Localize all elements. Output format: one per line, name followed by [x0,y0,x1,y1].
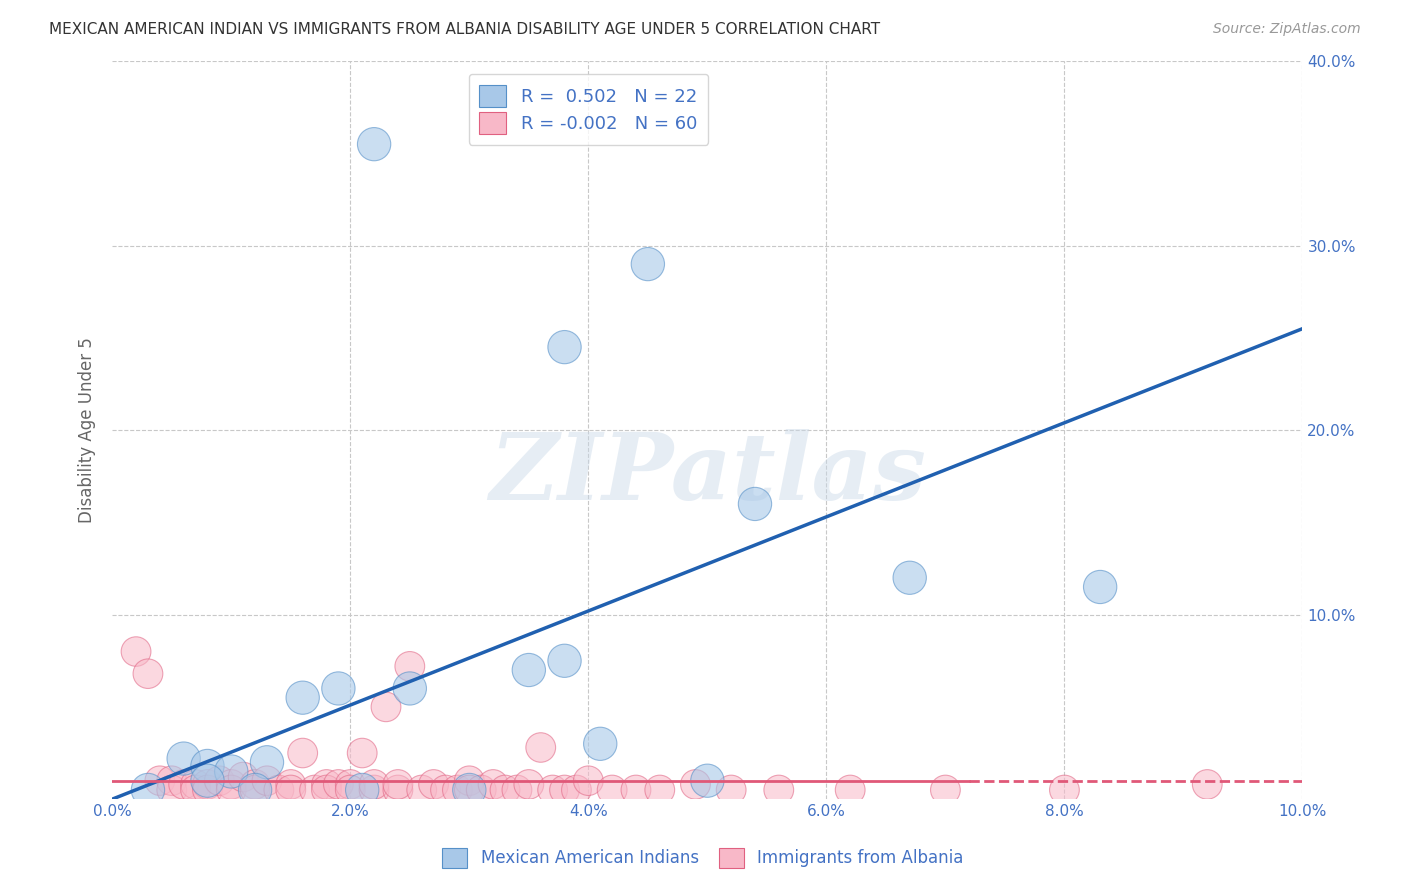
Text: MEXICAN AMERICAN INDIAN VS IMMIGRANTS FROM ALBANIA DISABILITY AGE UNDER 5 CORREL: MEXICAN AMERICAN INDIAN VS IMMIGRANTS FR… [49,22,880,37]
Text: ZIPatlas: ZIPatlas [489,429,927,519]
Legend: R =  0.502   N = 22, R = -0.002   N = 60: R = 0.502 N = 22, R = -0.002 N = 60 [468,74,709,145]
Legend: Mexican American Indians, Immigrants from Albania: Mexican American Indians, Immigrants fro… [436,841,970,875]
Text: Source: ZipAtlas.com: Source: ZipAtlas.com [1213,22,1361,37]
Y-axis label: Disability Age Under 5: Disability Age Under 5 [79,337,96,523]
